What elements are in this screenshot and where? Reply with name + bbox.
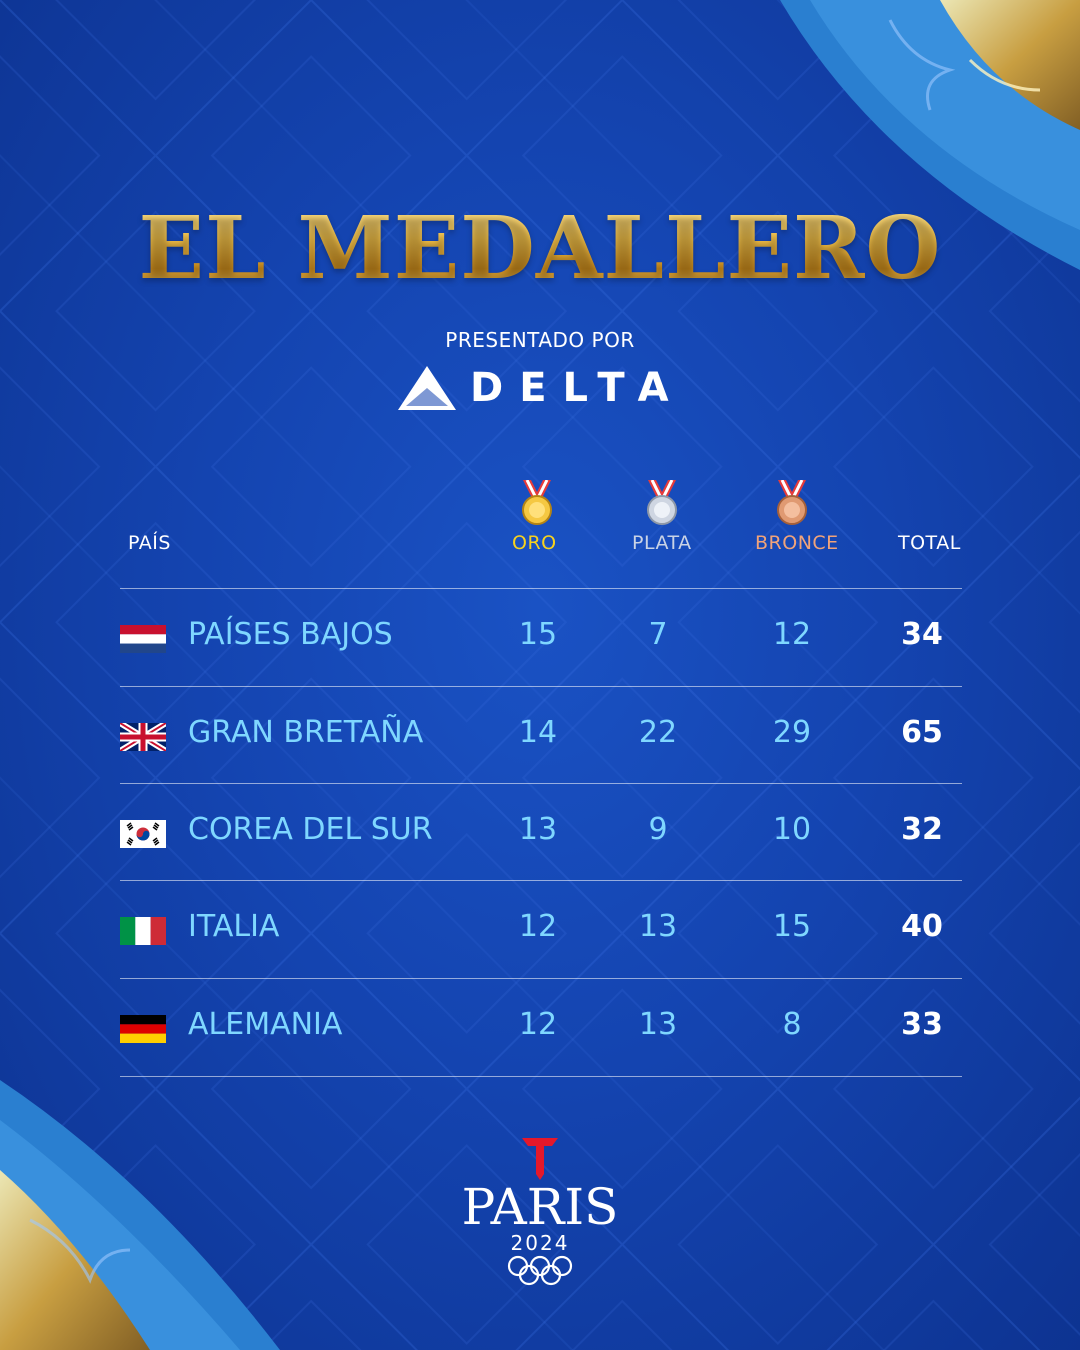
silver-count: 13 — [638, 909, 678, 944]
gold-count: 12 — [518, 909, 558, 944]
country-name: COREA DEL SUR — [188, 812, 433, 847]
country-name: GRAN BRETAÑA — [188, 715, 424, 750]
delta-wordmark: DELTA — [470, 365, 685, 411]
table-row: PAÍSES BAJOS 15 7 12 34 — [120, 589, 962, 686]
netherlands-flag-icon — [120, 625, 166, 653]
page-title: EL MEDALLERO — [0, 198, 1080, 299]
table-row: ITALIA 12 13 15 40 — [120, 881, 962, 978]
bronze-count: 15 — [772, 909, 812, 944]
silver-count: 7 — [648, 617, 668, 652]
bronze-count: 8 — [782, 1007, 802, 1042]
presented-by-label: PRESENTADO POR — [445, 328, 635, 352]
table-divider — [120, 686, 962, 687]
header-silver: PLATA — [632, 532, 692, 554]
header-bronze: BRONCE — [755, 532, 839, 554]
delta-logo: DELTA — [398, 364, 685, 412]
paris-2024-emblem: PARIS 2024 — [462, 1138, 619, 1286]
italy-flag-icon — [120, 917, 166, 945]
bronze-medal-icon — [777, 480, 807, 525]
silver-count: 22 — [638, 715, 678, 750]
country-name: ITALIA — [188, 909, 280, 944]
olympic-rings-icon — [507, 1255, 573, 1286]
silver-count: 9 — [648, 812, 668, 847]
gold-count: 12 — [518, 1007, 558, 1042]
bronze-count: 10 — [772, 812, 812, 847]
header-gold: ORO — [512, 532, 557, 554]
table-row: GRAN BRETAÑA 14 22 29 65 — [120, 687, 962, 784]
corner-ornament-top-right — [780, 0, 1080, 270]
silver-count: 13 — [638, 1007, 678, 1042]
country-name: ALEMANIA — [188, 1007, 343, 1042]
bronze-count: 29 — [772, 715, 812, 750]
gold-medal-icon — [522, 480, 552, 525]
total-count: 34 — [901, 617, 943, 652]
total-count: 40 — [901, 909, 943, 944]
telemundo-t-icon — [522, 1138, 558, 1180]
corner-ornament-bottom-left — [0, 1080, 280, 1350]
gold-count: 15 — [518, 617, 558, 652]
year-label: 2024 — [511, 1231, 570, 1255]
table-divider — [120, 783, 962, 784]
delta-widget-icon — [398, 366, 456, 410]
table-divider — [120, 880, 962, 881]
gold-count: 13 — [518, 812, 558, 847]
silver-medal-icon — [647, 480, 677, 525]
table-row: ALEMANIA 12 13 8 33 — [120, 979, 962, 1076]
table-row: COREA DEL SUR 13 9 10 32 — [120, 784, 962, 881]
total-count: 32 — [901, 812, 943, 847]
uk-flag-icon — [120, 723, 166, 751]
table-divider — [120, 588, 962, 589]
paris-wordmark: PARIS — [462, 1178, 619, 1236]
germany-flag-icon — [120, 1015, 166, 1043]
country-name: PAÍSES BAJOS — [188, 617, 393, 652]
bronze-count: 12 — [772, 617, 812, 652]
gold-count: 14 — [518, 715, 558, 750]
total-count: 65 — [901, 715, 943, 750]
header-total: TOTAL — [898, 532, 961, 554]
table-divider — [120, 1076, 962, 1077]
paris-2024-logo: PARIS 2024 — [440, 1138, 640, 1292]
header-country: PAÍS — [128, 532, 171, 554]
south-korea-flag-icon — [120, 820, 166, 848]
table-divider — [120, 978, 962, 979]
total-count: 33 — [901, 1007, 943, 1042]
